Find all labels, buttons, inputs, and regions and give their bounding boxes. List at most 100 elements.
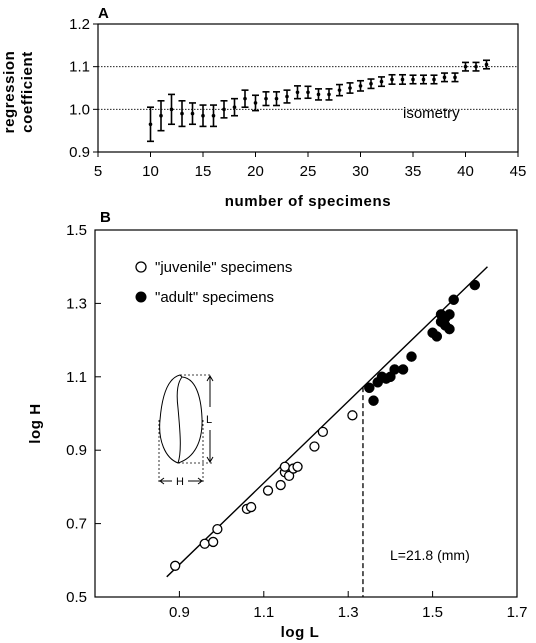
juvenile-point [208,536,219,548]
y-tick-label: 1.5 [66,222,87,239]
errorbar-point [357,79,364,92]
errorbar-point [168,93,175,126]
errorbar-point [210,104,217,128]
errorbar-point [241,89,249,108]
x-tick-label: 10 [142,163,159,180]
y-tick-label: 1.0 [69,101,90,118]
x-tick-label: 25 [300,163,317,180]
errorbar-point [231,97,238,117]
errorbar-point [262,91,270,107]
panel-b-x-ticks: 0.9 1.1 1.3 1.5 1.7 [169,591,527,621]
juvenile-point [245,501,257,513]
y-tick-label: 1.3 [66,295,87,312]
shell-outline-right [177,376,203,464]
juvenile-point [309,441,320,452]
legend-adult-label: "adult" specimens [155,289,274,306]
errorbar-point [399,73,406,85]
inset-length-label: L [206,414,212,426]
adult-point [431,331,443,342]
adult-point [448,294,459,305]
legend-adult-marker [135,291,147,303]
panel-b-points [170,279,481,571]
legend: "juvenile" specimens "adult" specimens [135,259,292,306]
errorbar-point [252,94,259,112]
y-axis-title-line: coefficient [19,51,36,133]
y-tick-label: 1.1 [66,369,87,386]
errorbar-point [304,85,312,100]
panel-a-y-ticks: 0.9 1.0 1.1 1.2 [69,16,98,161]
errorbar-point [147,106,154,143]
panel-a-y-axis-title: regressioncoefficient [1,51,36,134]
adult-point [469,279,481,291]
errorbar-point [283,89,291,104]
x-tick-label: 35 [405,163,422,180]
errorbar-point [336,83,343,97]
x-tick-label: 0.9 [169,604,190,621]
x-tick-label: 30 [352,163,369,180]
panel-b-x-axis-title: log L [281,624,320,641]
juvenile-point [262,485,274,496]
errorbar-point [325,88,333,101]
threshold-label: L=21.8 (mm) [390,547,470,563]
shell-inset: L H [158,374,214,488]
panel-a-x-axis-title: number of specimens [225,193,391,210]
juvenile-point [212,523,223,535]
x-tick-label: 40 [457,163,474,180]
errorbar-point [315,88,322,101]
x-tick-label: 1.3 [338,604,359,621]
errorbar-point [472,61,480,72]
y-axis-title-line: regression [1,51,18,134]
inset-height-label: H [176,476,184,488]
errorbar-point [388,73,396,85]
x-tick-label: 5 [94,163,102,180]
adult-point [444,309,455,320]
panel-a: A isometry 0.9 1.0 1.1 1.2 5 10 15 20 25 30 35 40 4… [1,5,526,210]
y-tick-label: 0.5 [66,589,87,606]
juvenile-point [347,410,358,421]
y-tick-label: 0.9 [69,144,90,161]
errorbar-point [483,59,490,70]
juvenile-point [279,461,291,472]
panel-b-frame [94,229,518,598]
juvenile-point [317,426,329,438]
errorbar-point [273,91,280,107]
panel-a-reference-lines [98,66,518,110]
panel-a-errorbars [147,59,490,143]
adult-point [368,395,379,406]
height-arrowhead-right [197,477,203,485]
errorbar-point [189,102,196,126]
errorbar-point [294,85,301,100]
errorbar-point [462,61,469,72]
errorbar-point [199,104,207,128]
x-tick-label: 1.5 [422,604,443,621]
legend-juvenile-marker [135,261,147,273]
adult-point [444,323,455,335]
x-tick-label: 1.1 [253,604,274,621]
errorbar-point [451,72,459,83]
panel-b-y-axis-title: log H [27,403,44,444]
errorbar-point [378,76,385,88]
panel-b-y-ticks: 0.5 0.7 0.9 1.1 1.3 1.5 [66,222,101,606]
x-tick-label: 20 [247,163,264,180]
isometry-label: isometry [403,105,460,122]
adult-point [364,382,375,394]
panel-b: B 0.5 0.7 0.9 1.1 1.3 1.5 0.9 1.1 1.3 1.5 1.7 L=2… [27,209,527,641]
length-arrowhead-bottom [206,456,214,463]
panel-b-letter: B [100,209,111,226]
adult-point [406,351,417,362]
height-arrowhead-left [159,477,165,485]
juvenile-point [275,479,286,491]
errorbar-point [409,74,417,85]
y-tick-label: 1.1 [69,59,90,76]
errorbar-point [430,74,438,85]
errorbar-point [157,100,165,132]
juvenile-point [199,538,210,549]
errorbar-point [346,82,354,94]
y-tick-label: 0.7 [66,516,87,533]
y-tick-label: 1.2 [69,16,90,33]
errorbar-point [420,74,427,85]
x-tick-label: 1.7 [507,604,528,621]
x-tick-label: 15 [195,163,212,180]
legend-juvenile-label: "juvenile" specimens [155,259,292,276]
